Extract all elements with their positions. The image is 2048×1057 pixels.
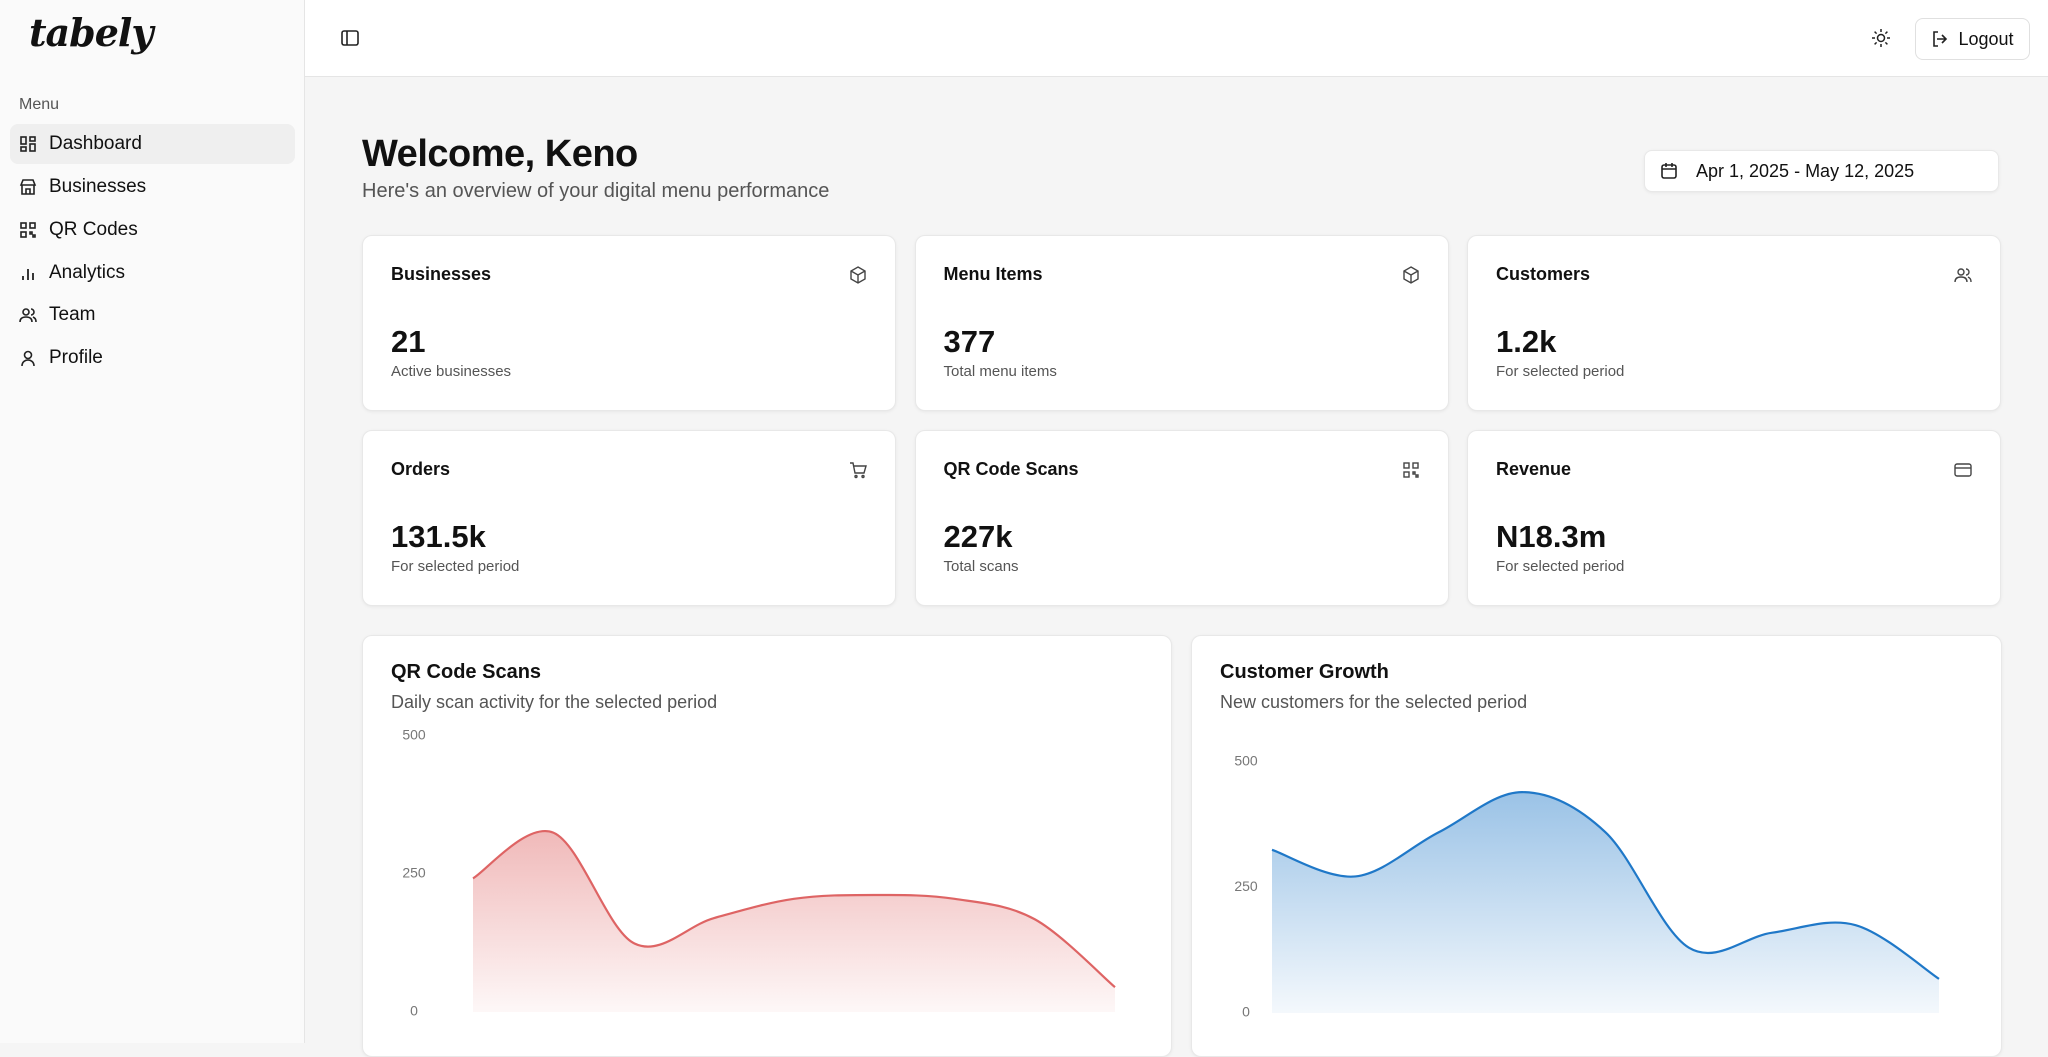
y-tick-label: 0	[410, 1003, 418, 1019]
stat-title: Businesses	[391, 264, 492, 284]
logout-button[interactable]: Logout	[1915, 18, 2030, 60]
chart: 0 250 500	[1234, 753, 1940, 1020]
logout-label: Logout	[1958, 28, 2014, 49]
logo[interactable]: tabely	[29, 10, 153, 55]
nav-item[interactable]: Businesses	[10, 167, 295, 207]
welcome-title: Welcome, Keno	[362, 133, 638, 175]
stat-value: 227k	[943, 519, 1013, 554]
y-tick-label: 0	[1242, 1004, 1250, 1020]
area	[473, 831, 1115, 1012]
chart-subtitle: Daily scan activity for the selected per…	[391, 692, 718, 712]
stat-value: 131.5k	[391, 519, 486, 554]
theme-toggle[interactable]	[1871, 28, 1891, 48]
stat-value: N18.3m	[1496, 519, 1607, 554]
nav-label: Analytics	[49, 262, 126, 283]
stat-caption: For selected period	[1496, 363, 1625, 380]
stat-card: Customers 1.2k For selected period	[1467, 235, 2001, 411]
stat-icon	[1954, 268, 1972, 283]
stat-title: Revenue	[1496, 459, 1572, 479]
line	[472, 829, 1116, 988]
chart: 0 250 500	[402, 727, 1116, 1019]
date-range: Apr 1, 2025 - May 12, 2025	[1696, 160, 1915, 181]
stat-caption: For selected period	[1496, 558, 1625, 575]
nav-label: Profile	[49, 347, 103, 368]
stat-card: Orders 131.5k For selected period	[362, 430, 896, 606]
stat-title: QR Code Scans	[943, 459, 1079, 479]
stat-card: Businesses 21 Active businesses	[362, 235, 896, 411]
date-picker[interactable]: Apr 1, 2025 - May 12, 2025	[1644, 150, 1999, 192]
stat-icon	[1954, 463, 1972, 477]
stat-caption: Total scans	[943, 558, 1019, 575]
welcome-subtitle: Here's an overview of your digital menu …	[362, 180, 830, 202]
stat-icon	[1402, 462, 1419, 478]
stat-caption: Active businesses	[391, 363, 512, 380]
stat-card: QR Code Scans 227k Total scans	[914, 430, 1449, 606]
chart-subtitle: New customers for the selected period	[1220, 692, 1528, 712]
y-tick-label: 250	[1234, 878, 1258, 894]
sidebar: tabely Menu Dashboard Businesses QR Code…	[0, 0, 305, 1043]
nav-label: Businesses	[49, 176, 147, 197]
nav-item[interactable]: QR Codes	[10, 210, 295, 250]
nav-item[interactable]: Profile	[10, 338, 295, 378]
stat-caption: Total menu items	[943, 363, 1057, 380]
stat-icon	[1402, 266, 1419, 284]
nav-label: Team	[49, 304, 96, 325]
chart-title: Customer Growth	[1220, 661, 1389, 683]
y-tick-label: 250	[402, 865, 426, 881]
nav-label: QR Codes	[49, 219, 138, 240]
stat-value: 1.2k	[1496, 324, 1557, 359]
stat-title: Customers	[1496, 264, 1591, 284]
nav-item[interactable]: Dashboard	[10, 124, 295, 164]
stat-card: Revenue N18.3m For selected period	[1467, 430, 2001, 606]
stat-title: Orders	[391, 459, 451, 479]
nav-label: Dashboard	[49, 133, 142, 154]
chart-title: QR Code Scans	[391, 661, 542, 683]
menu-label: Menu	[19, 96, 60, 113]
chart-card: QR Code Scans Daily scan activity for the…	[362, 635, 1172, 1057]
sidebar-toggle[interactable]	[340, 28, 360, 48]
stat-title: Menu Items	[943, 264, 1043, 284]
stat-caption: For selected period	[391, 558, 520, 575]
nav-item[interactable]: Team	[10, 295, 295, 335]
stat-icon	[850, 266, 866, 284]
y-tick-label: 500	[402, 727, 426, 743]
header: Logout	[305, 0, 2048, 77]
stat-card: Menu Items 377 Total menu items	[914, 235, 1449, 411]
y-tick-label: 500	[1234, 753, 1258, 769]
nav-item[interactable]: Analytics	[10, 253, 295, 293]
line	[1271, 791, 1940, 980]
chart-card: Customer Growth New customers for the sel…	[1191, 635, 2002, 1057]
stat-icon	[850, 462, 867, 479]
stat-value: 377	[943, 324, 996, 359]
stat-value: 21	[391, 324, 426, 359]
area	[1272, 792, 1939, 1013]
